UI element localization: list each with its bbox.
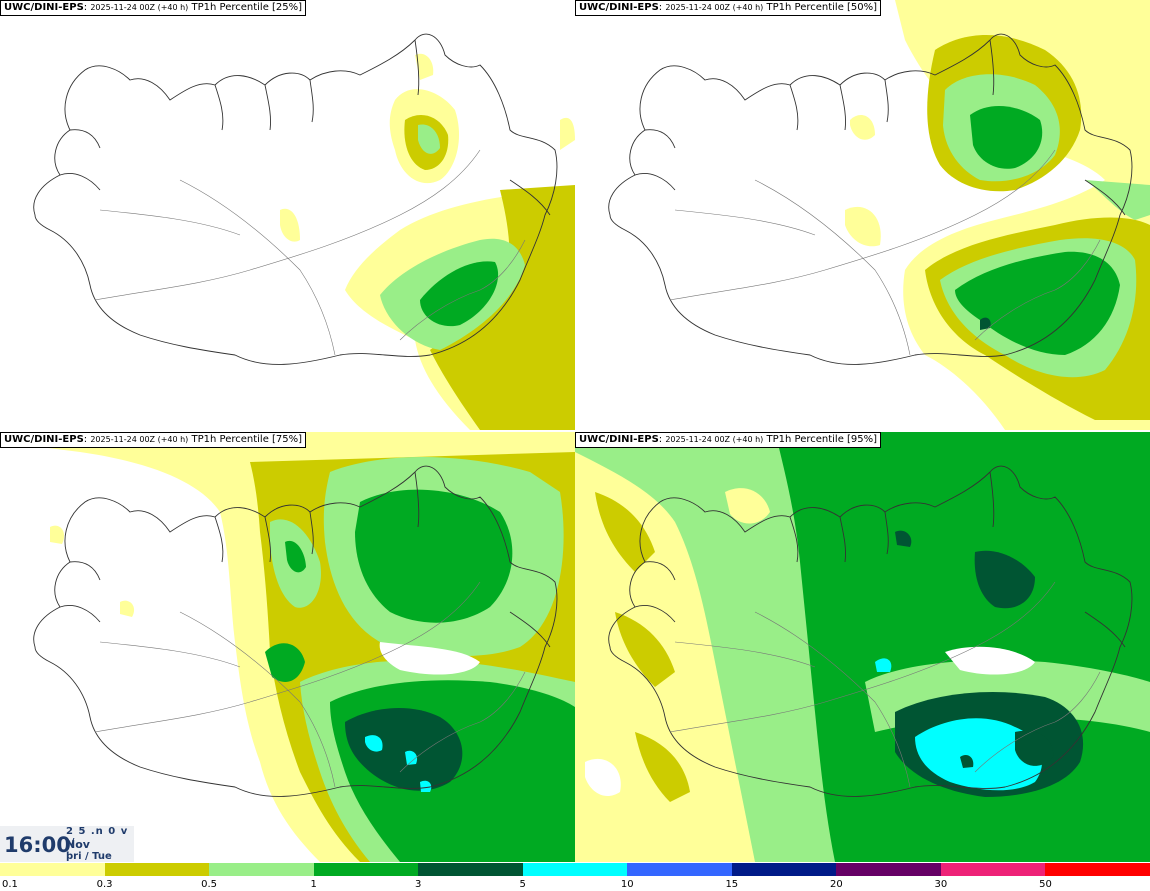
precip-map-p75	[33, 432, 575, 862]
precip-map-p95	[575, 432, 1150, 862]
precip-layer	[575, 432, 1150, 862]
legend-swatch	[627, 863, 733, 876]
legend-swatch	[0, 863, 106, 876]
legend-swatch	[418, 863, 524, 876]
precip-map-p50	[608, 0, 1150, 430]
map-panel-p95: UWC/DINI-EPS: 2025-11-24 00Z (+40 h) TP1…	[575, 432, 1150, 862]
legend-swatch	[522, 863, 628, 876]
legend-swatch	[313, 863, 419, 876]
legend-tick-label: 0.1	[2, 879, 18, 890]
legend-tick-label: 15	[725, 879, 739, 890]
legend-tick-label: 3	[414, 879, 422, 890]
coastline	[33, 465, 558, 797]
legend-swatch	[1045, 863, 1150, 876]
legend-tick-label: 0.3	[96, 879, 113, 890]
legend-swatch	[209, 863, 315, 876]
model-name: UWC/DINI-EPS	[579, 434, 659, 445]
legend-tick-label: 50	[1039, 879, 1052, 890]
valid-month: Nov	[66, 838, 90, 851]
legend-swatch	[731, 863, 837, 876]
panel-title: UWC/DINI-EPS: 2025-11-24 00Z (+40 h) TP1…	[575, 0, 882, 16]
legend-tick-label: 1	[310, 879, 317, 890]
field-name: TP1h Percentile [50%]	[766, 2, 878, 13]
field-name: TP1h Percentile [75%]	[191, 434, 303, 445]
valid-date-line: 2 5 .n 0 v ./	[66, 826, 129, 848]
precip-layer	[280, 53, 575, 430]
legend-swatch	[836, 863, 942, 876]
precip-layer	[845, 0, 1150, 430]
run-info: 2025-11-24 00Z (+40 h)	[665, 435, 764, 444]
model-name: UWC/DINI-EPS	[4, 2, 84, 13]
panel-title: UWC/DINI-EPS: 2025-11-24 00Z (+40 h) TP1…	[575, 432, 882, 448]
road-network	[669, 149, 1101, 356]
field-name: TP1h Percentile [25%]	[191, 2, 303, 13]
legend-tick-label: 20	[829, 879, 843, 890]
run-info: 2025-11-24 00Z (+40 h)	[665, 3, 764, 12]
run-info: 2025-11-24 00Z (+40 h)	[90, 435, 189, 444]
field-name: TP1h Percentile [95%]	[766, 434, 878, 445]
legend-tick-label: 0.5	[201, 879, 218, 890]
coastline	[608, 33, 1133, 365]
legend-tick-label: 5	[519, 879, 526, 890]
map-panel-p25: UWC/DINI-EPS: 2025-11-24 00Z (+40 h) TP1…	[0, 0, 575, 430]
valid-clock: 16:00	[4, 833, 71, 857]
map-panel-p50: UWC/DINI-EPS: 2025-11-24 00Z (+40 h) TP1…	[575, 0, 1150, 430]
legend-tick-label: 10	[620, 879, 634, 890]
valid-weekday: þri / Tue	[66, 851, 112, 862]
precip-map-p25	[33, 33, 575, 430]
panel-title: UWC/DINI-EPS: 2025-11-24 00Z (+40 h) TP1…	[0, 432, 307, 448]
precip-layer	[40, 432, 575, 862]
run-info: 2025-11-24 00Z (+40 h)	[90, 3, 189, 12]
model-name: UWC/DINI-EPS	[579, 2, 659, 13]
legend-tick-label: 30	[934, 879, 948, 890]
legend-swatch	[940, 863, 1046, 876]
road-network	[669, 581, 1101, 788]
legend-swatch	[104, 863, 210, 876]
color-legend: 0.1 0.3 0.5 1 3 5 10 15 20 30 50	[0, 862, 1150, 891]
road-network	[94, 581, 526, 788]
valid-time-box: 16:00 2 5 .n 0 v ./ Nov þri / Tue	[0, 826, 134, 862]
coastline	[608, 465, 1133, 797]
map-panel-p75: UWC/DINI-EPS: 2025-11-24 00Z (+40 h) TP1…	[0, 432, 575, 862]
panel-title: UWC/DINI-EPS: 2025-11-24 00Z (+40 h) TP1…	[0, 0, 307, 16]
model-name: UWC/DINI-EPS	[4, 434, 84, 445]
road-network	[94, 149, 526, 356]
coastline	[33, 33, 558, 365]
